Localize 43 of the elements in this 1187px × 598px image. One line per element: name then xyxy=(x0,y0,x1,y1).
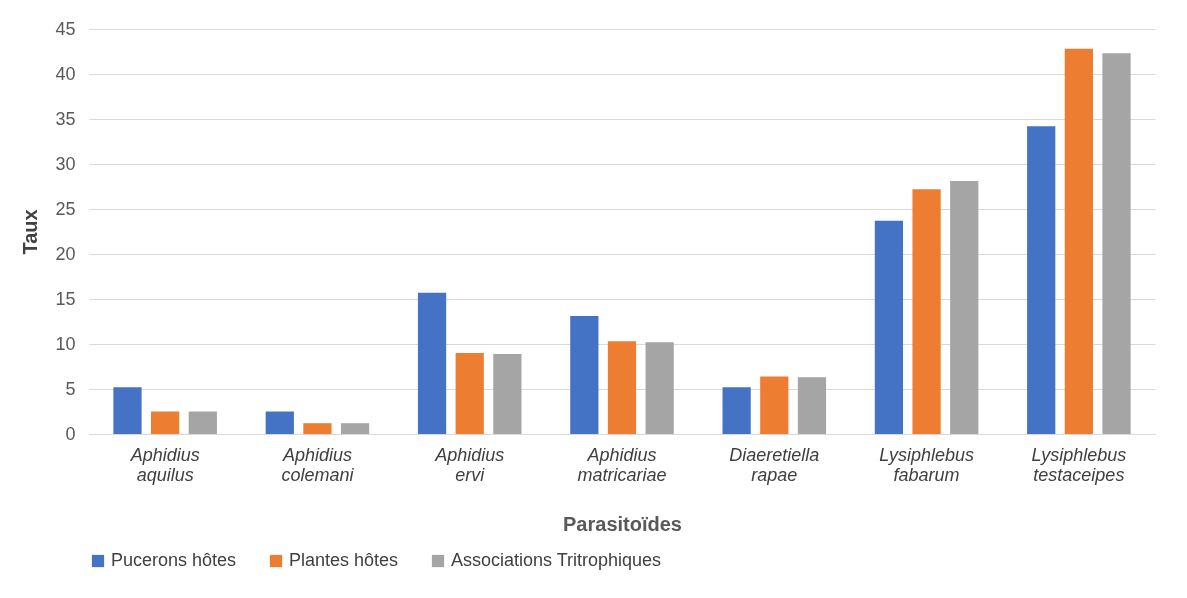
y-tick-label: 5 xyxy=(65,378,76,399)
bar xyxy=(570,316,599,434)
bar xyxy=(760,376,789,434)
legend-label: Associations Tritrophiques xyxy=(451,550,662,570)
bar xyxy=(340,423,370,434)
y-axis-title: Taux xyxy=(19,209,42,255)
bar xyxy=(455,353,484,434)
bar xyxy=(645,342,674,434)
y-tick-label: 40 xyxy=(55,63,76,84)
bar xyxy=(151,411,180,434)
y-tick-label: 15 xyxy=(55,288,76,309)
bar xyxy=(1102,53,1131,434)
bar xyxy=(912,189,941,434)
x-tick-label: Aphidius matricariae xyxy=(577,444,667,485)
x-tick-label: Diaeretiella rapae xyxy=(729,444,820,485)
bar xyxy=(950,181,979,434)
y-tick-label: 30 xyxy=(55,153,76,174)
x-tick-label: Aphidius aquilus xyxy=(129,444,200,485)
legend-label: Pucerons hôtes xyxy=(111,550,237,570)
bar xyxy=(1064,48,1093,434)
y-tick-label: 45 xyxy=(55,18,76,39)
bar xyxy=(417,292,447,434)
bar xyxy=(113,387,142,434)
bar xyxy=(303,423,332,434)
y-tick-label: 20 xyxy=(55,243,76,264)
y-tick-label: 25 xyxy=(55,198,76,219)
bar xyxy=(1027,126,1056,434)
legend-label: Plantes hôtes xyxy=(289,550,399,570)
bar xyxy=(493,353,522,434)
bar xyxy=(874,220,904,434)
x-tick-label: Aphidius colemani xyxy=(281,444,355,485)
y-tick-label: 0 xyxy=(65,423,76,444)
bar xyxy=(188,411,217,434)
y-tick-label: 10 xyxy=(55,333,76,354)
x-tick-label: Lysiphlebus fabarum xyxy=(879,444,974,485)
bar xyxy=(265,411,294,434)
x-tick-label: Aphidius ervi xyxy=(434,444,505,485)
x-tick-label: Lysiphlebus testaceipes xyxy=(1031,444,1127,485)
bar xyxy=(797,377,827,434)
bar xyxy=(722,387,751,434)
x-axis-title: Parasitoïdes xyxy=(563,512,682,535)
bar xyxy=(607,341,637,434)
y-tick-label: 35 xyxy=(55,108,76,129)
